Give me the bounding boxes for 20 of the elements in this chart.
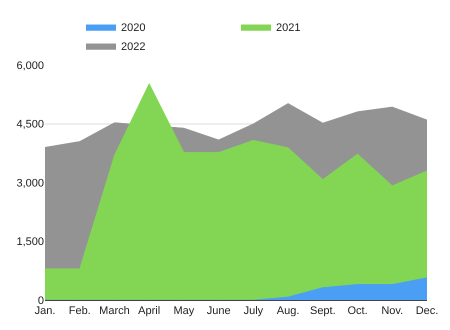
x-tick-label: March bbox=[99, 305, 130, 318]
x-tick-label: April bbox=[138, 305, 160, 318]
y-tick-label: 6,000 bbox=[16, 60, 44, 72]
x-tick-label: Jan. bbox=[34, 305, 56, 318]
y-tick-label: 0 bbox=[38, 294, 44, 307]
y-tick-label: 3,000 bbox=[16, 177, 44, 190]
x-tick-label: Dec. bbox=[416, 305, 438, 318]
legend-label: 2021 bbox=[276, 22, 300, 34]
x-tick-label: Nov. bbox=[381, 305, 404, 318]
legend-label: 2022 bbox=[121, 41, 146, 54]
y-tick-label: 1,500 bbox=[16, 236, 44, 248]
x-tick-label: Aug. bbox=[276, 305, 300, 318]
x-tick-label: Oct. bbox=[347, 305, 368, 318]
y-tick-label: 4,500 bbox=[16, 118, 44, 131]
x-tick-label: June bbox=[206, 305, 231, 318]
x-tick-label: May bbox=[174, 305, 195, 318]
x-tick-label: Sept. bbox=[310, 305, 336, 318]
legend-label: 2020 bbox=[121, 22, 146, 34]
x-tick-label: Feb. bbox=[68, 305, 91, 318]
x-tick-label: July bbox=[244, 305, 264, 318]
